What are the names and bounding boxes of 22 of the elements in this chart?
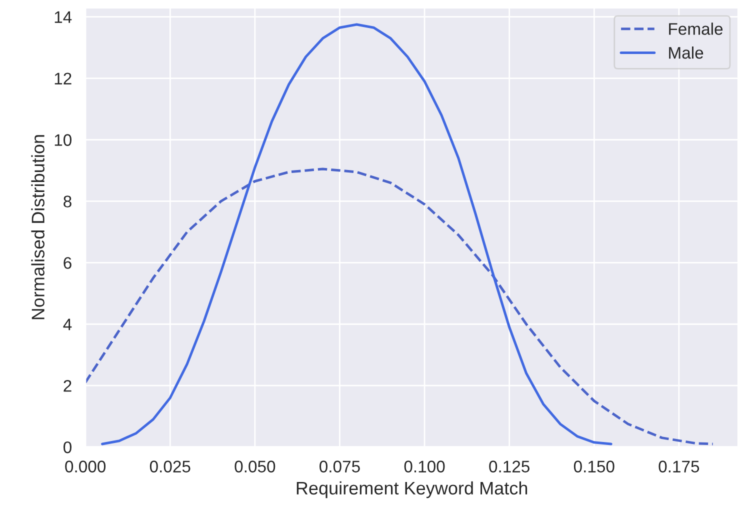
x-tick-label: 0.075 bbox=[320, 460, 360, 472]
y-tick-label: 8 bbox=[64, 196, 72, 208]
y-tick-label: 0 bbox=[64, 441, 72, 454]
x-tick-label: 0.025 bbox=[150, 460, 190, 472]
y-axis-title: Normalised Distribution bbox=[31, 135, 44, 320]
line-series bbox=[101, 23, 612, 446]
y-tick-label: 2 bbox=[64, 380, 72, 392]
x-axis-title: Requirement Keyword Match bbox=[296, 481, 528, 498]
x-tick-label: 0.050 bbox=[234, 460, 276, 472]
y-tick-label: 6 bbox=[64, 257, 72, 269]
legend-label: Female bbox=[669, 22, 723, 35]
y-tick-label: 10 bbox=[54, 134, 72, 146]
x-tick-label: 0.000 bbox=[65, 460, 106, 472]
x-tick-label: 0.150 bbox=[574, 460, 614, 472]
y-tick-label: 14 bbox=[54, 11, 72, 23]
x-tick-label: 0.125 bbox=[489, 460, 530, 472]
legend-label: Male bbox=[669, 46, 704, 59]
y-tick-label: 12 bbox=[54, 72, 72, 84]
y-tick-label: 4 bbox=[63, 318, 72, 330]
x-tick-label: 0.100 bbox=[404, 460, 445, 472]
line-series bbox=[85, 168, 714, 446]
x-tick-label: 0.175 bbox=[658, 460, 700, 472]
